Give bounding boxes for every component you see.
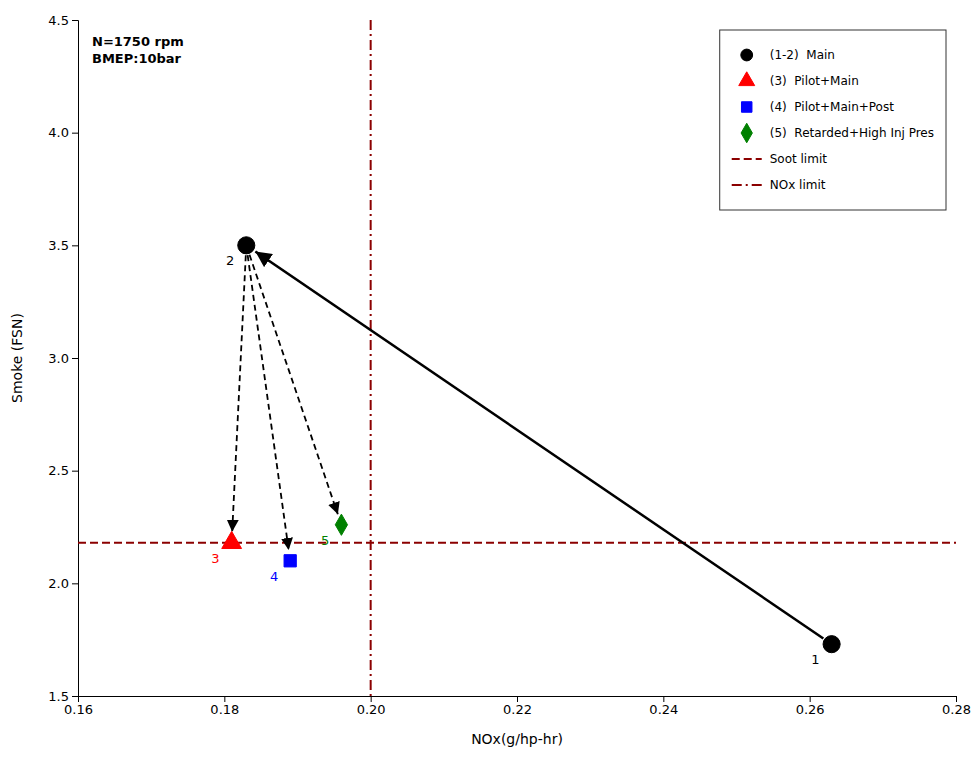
tick: 3.5 [48, 238, 78, 253]
tick: 3.0 [48, 351, 78, 366]
tick: 2.5 [48, 463, 78, 478]
legend-symbol [739, 72, 755, 86]
legend-label: NOx limit [770, 178, 826, 192]
point-label: 2 [226, 253, 234, 268]
tick-label: 2.0 [48, 576, 69, 591]
arrow [232, 255, 246, 531]
tick-label: 0.16 [64, 702, 93, 717]
tick: 0.18 [210, 696, 239, 717]
marks [78, 20, 956, 696]
point [284, 555, 296, 567]
tick: 0.26 [796, 696, 825, 717]
legend-label: Soot limit [770, 152, 828, 166]
tick-mark [72, 358, 78, 359]
tick-mark [72, 471, 78, 472]
annotation-line: BMEP:10bar [92, 51, 182, 66]
tick: 0.24 [649, 696, 678, 717]
plot: 0.16 0.18 0.20 0.22 0.24 0.26 0.28 1.5 2.0 2.5 3.0… [9, 13, 971, 747]
tick: 1.5 [48, 689, 78, 704]
point-label: 1 [811, 652, 819, 667]
tick: 0.28 [942, 696, 971, 717]
tick-mark [956, 696, 957, 702]
point [335, 514, 347, 535]
legend-label: (3) Pilot+Main [770, 74, 859, 88]
annotation: N=1750 rpm BMEP:10bar [92, 34, 184, 66]
tick-mark [72, 696, 78, 697]
y-axis: 1.5 2.0 2.5 3.0 3.5 4.0 4.5 [48, 13, 78, 704]
y-axis-title: Smoke (FSN) [9, 313, 25, 403]
legend-label: (1-2) Main [770, 48, 835, 62]
legend: (1-2) Main (3) Pilot+Main (4) Pilot+Main+P… [720, 30, 946, 210]
point-label: 3 [211, 551, 219, 566]
point [222, 531, 242, 548]
tick-label: 3.5 [48, 238, 69, 253]
tick-mark [224, 696, 225, 702]
x-axis: 0.16 0.18 0.20 0.22 0.24 0.26 0.28 [64, 696, 971, 717]
tick-label: 1.5 [48, 689, 69, 704]
tick-label: 2.5 [48, 463, 69, 478]
tick-mark [72, 20, 78, 21]
arrow [250, 255, 338, 515]
legend-symbol [741, 49, 753, 61]
tick-label: 4.0 [48, 125, 69, 140]
tick-mark [517, 696, 518, 702]
tick-label: 0.26 [796, 702, 825, 717]
tick: 4.5 [48, 13, 78, 28]
tick-mark [371, 696, 372, 702]
legend-label: (5) Retarded+High Inj Pres [770, 126, 934, 140]
legend-label: (4) Pilot+Main+Post [770, 100, 894, 114]
point [238, 237, 255, 254]
axis-line [72, 21, 79, 697]
arrow [255, 252, 823, 639]
legend-box [720, 30, 946, 210]
reference-line [370, 20, 372, 696]
annotation-line: N=1750 rpm [92, 34, 184, 49]
chart: 0.16 0.18 0.20 0.22 0.24 0.26 0.28 1.5 2.0 2.5 3.0… [0, 0, 980, 760]
tick-mark [72, 133, 78, 134]
tick: 2.0 [48, 576, 78, 591]
legend-symbol [741, 102, 751, 112]
point-label: 5 [321, 533, 329, 548]
point-label: 4 [270, 569, 278, 584]
tick-label: 4.5 [48, 13, 69, 28]
legend-symbol [732, 184, 762, 186]
tick: 4.0 [48, 125, 78, 140]
point [823, 636, 840, 653]
tick: 0.22 [503, 696, 532, 717]
tick-mark [663, 696, 664, 702]
tick-label: 0.22 [503, 702, 532, 717]
tick-label: 0.24 [649, 702, 678, 717]
point-labels: 1 2 3 4 5 [211, 253, 819, 667]
legend-symbol [741, 123, 752, 143]
tick-label: 0.20 [357, 702, 386, 717]
arrow [248, 255, 289, 550]
x-axis-title: NOx(g/hp-hr) [471, 731, 563, 747]
tick-mark [72, 245, 78, 246]
tick-label: 0.18 [210, 702, 239, 717]
axis-line [79, 697, 957, 703]
tick-label: 3.0 [48, 351, 69, 366]
legend-symbol [732, 158, 762, 160]
tick-mark [72, 583, 78, 584]
tick: 0.20 [357, 696, 386, 717]
tick-label: 0.28 [942, 702, 971, 717]
reference-line [78, 542, 956, 544]
tick-mark [810, 696, 811, 702]
